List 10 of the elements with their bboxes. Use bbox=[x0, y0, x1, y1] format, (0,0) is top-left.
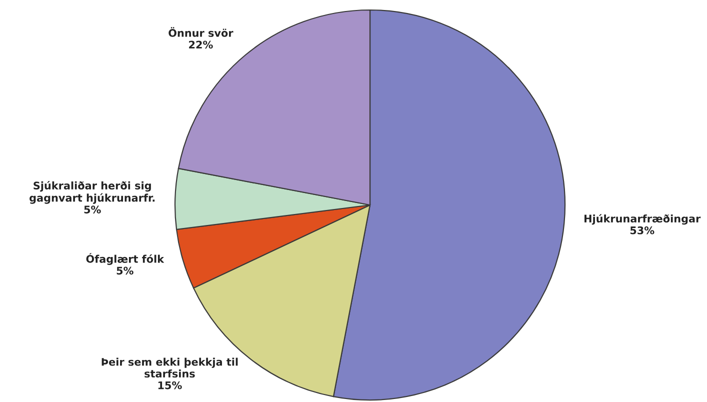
slice-label: Ófaglært fólk bbox=[86, 253, 164, 265]
slice-label: Þeir sem ekki þekkja til starfsins bbox=[102, 358, 238, 378]
data-label: 5% bbox=[84, 206, 101, 214]
data-label: 53% bbox=[630, 226, 654, 234]
data-label: 5% bbox=[116, 266, 134, 275]
slice-label: Sjúkraliðar herði sig gagnvart hjúkrunarfr. bbox=[30, 181, 155, 204]
slice-label: Önnur svör bbox=[168, 27, 234, 37]
slice-label: Hjúkrunarfræðingar bbox=[584, 214, 701, 225]
data-label: 15% bbox=[158, 381, 182, 390]
data-label: 22% bbox=[189, 40, 213, 49]
